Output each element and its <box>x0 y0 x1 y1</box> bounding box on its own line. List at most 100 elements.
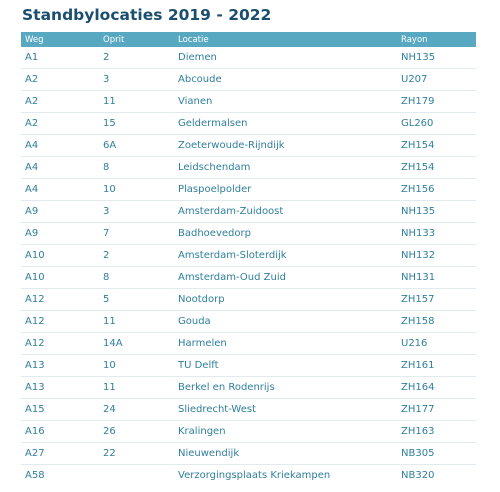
cell-rayon: NB320 <box>401 470 435 481</box>
table-row: A10 2 Amsterdam-Sloterdijk NH132 <box>21 244 476 267</box>
cell-oprit: 14A <box>99 332 174 355</box>
cell-rayon: NB305 <box>397 442 476 465</box>
cell-weg: A2 <box>21 90 99 113</box>
cell-rayon: ZH156 <box>397 178 476 201</box>
cell-locatie: Verzorgingsplaats Kriekampen <box>178 470 331 481</box>
cell-weg: A12 <box>21 288 99 311</box>
cell-rayon: GL260 <box>397 112 476 135</box>
cell-locatie: Diemen <box>174 47 397 69</box>
cell-weg: A12 <box>21 310 99 333</box>
cell-weg: A13 <box>21 354 99 377</box>
cell-weg: A1 <box>21 47 99 69</box>
cell-oprit: 11 <box>99 310 174 333</box>
cell-rayon: ZH164 <box>397 376 476 399</box>
table-row: A2 3 Abcoude U207 <box>21 68 476 91</box>
cell-rayon: ZH157 <box>397 288 476 311</box>
cell-oprit: 7 <box>99 222 174 245</box>
cell-rayon: ZH154 <box>397 134 476 157</box>
table-row: A4 10 Plaspoelpolder ZH156 <box>21 178 476 201</box>
table-row: A2 15 Geldermalsen GL260 <box>21 112 476 135</box>
table-row: A15 24 Sliedrecht-West ZH177 <box>21 398 476 421</box>
cell-rayon: ZH158 <box>397 310 476 333</box>
cell-locatie: Leidschendam <box>174 156 397 179</box>
cell-rayon: ZH163 <box>397 420 476 443</box>
cell-oprit: 3 <box>99 68 174 91</box>
cell-oprit <box>99 465 174 487</box>
cell-weg: A4 <box>21 178 99 201</box>
table-row: A13 11 Berkel en Rodenrijs ZH164 <box>21 376 476 399</box>
cell-locatie: Badhoevedorp <box>174 222 397 245</box>
table-row: A9 3 Amsterdam-Zuidoost NH135 <box>21 200 476 223</box>
cell-locatie: Berkel en Rodenrijs <box>174 376 397 399</box>
table-row: A13 10 TU Delft ZH161 <box>21 354 476 377</box>
cell-oprit: 22 <box>99 442 174 465</box>
cell-locatie: Sliedrecht-West <box>174 398 397 421</box>
cell-locatie: Plaspoelpolder <box>174 178 397 201</box>
cell-oprit: 3 <box>99 200 174 223</box>
cell-locatie: Nieuwendijk <box>174 442 397 465</box>
column-header-locatie: Locatie <box>174 32 397 47</box>
cell-locatie: Harmelen <box>174 332 397 355</box>
cell-oprit: 8 <box>99 156 174 179</box>
cell-locatie: Amsterdam-Zuidoost <box>174 200 397 223</box>
cell-rayon: NH132 <box>397 244 476 267</box>
cell-rayon: ZH177 <box>397 398 476 421</box>
cell-oprit: 11 <box>99 376 174 399</box>
table-body: A1 2 Diemen NH135 A2 3 Abcoude U207 A2 11 Vianen ZH… <box>21 47 476 486</box>
cell-weg: A4 <box>21 134 99 157</box>
cell-rayon: NH133 <box>397 222 476 245</box>
cell-weg: A58 <box>25 470 45 481</box>
cell-oprit: 26 <box>99 420 174 443</box>
cell-weg: A13 <box>21 376 99 399</box>
table-row: A12 11 Gouda ZH158 <box>21 310 476 333</box>
page-title: Standbylocaties 2019 - 2022 <box>22 6 272 24</box>
standby-locations-table: Weg Oprit Locatie Rayon A1 2 Diemen NH135 A2… <box>21 32 476 486</box>
cell-locatie: Vianen <box>174 90 397 113</box>
cell-rayon: NH135 <box>397 47 476 69</box>
cell-weg: A15 <box>21 398 99 421</box>
cell-locatie: Nootdorp <box>174 288 397 311</box>
table-row: A2 11 Vianen ZH179 <box>21 90 476 113</box>
table-row: A9 7 Badhoevedorp NH133 <box>21 222 476 245</box>
cell-weg: A9 <box>21 222 99 245</box>
table-row: A58 Verzorgingsplaats Kriekampen NB320 <box>21 465 476 487</box>
cell-oprit: 2 <box>99 47 174 69</box>
table-row: A4 6A Zoeterwoude-Rijndijk ZH154 <box>21 134 476 157</box>
cell-rayon: U216 <box>397 332 476 355</box>
table-row: A1 2 Diemen NH135 <box>21 47 476 69</box>
cell-weg: A2 <box>21 68 99 91</box>
cell-locatie: Zoeterwoude-Rijndijk <box>174 134 397 157</box>
cell-weg: A12 <box>21 332 99 355</box>
cell-rayon: NH135 <box>397 200 476 223</box>
cell-oprit: 11 <box>99 90 174 113</box>
cell-weg: A4 <box>21 156 99 179</box>
cell-oprit: 2 <box>99 244 174 267</box>
cell-locatie: Amsterdam-Sloterdijk <box>174 244 397 267</box>
cell-oprit: 10 <box>99 178 174 201</box>
cell-locatie: Gouda <box>174 310 397 333</box>
cell-rayon: ZH161 <box>397 354 476 377</box>
cell-weg: A9 <box>21 200 99 223</box>
cell-rayon: ZH179 <box>397 90 476 113</box>
cell-locatie: Amsterdam-Oud Zuid <box>174 266 397 289</box>
column-header-weg: Weg <box>21 32 99 47</box>
cell-oprit: 15 <box>99 112 174 135</box>
cell-rayon: NH131 <box>397 266 476 289</box>
cell-rayon: ZH154 <box>397 156 476 179</box>
table-header-row: Weg Oprit Locatie Rayon <box>21 32 476 47</box>
cell-locatie: TU Delft <box>174 354 397 377</box>
cell-oprit: 8 <box>99 266 174 289</box>
table-row: A16 26 Kralingen ZH163 <box>21 420 476 443</box>
cell-oprit: 6A <box>99 134 174 157</box>
cell-weg: A2 <box>21 112 99 135</box>
column-header-oprit: Oprit <box>99 32 174 47</box>
table-row: A4 8 Leidschendam ZH154 <box>21 156 476 179</box>
cell-oprit: 24 <box>99 398 174 421</box>
cell-weg: A10 <box>21 244 99 267</box>
cell-rayon: U207 <box>397 68 476 91</box>
cell-weg: A27 <box>21 442 99 465</box>
cell-oprit: 10 <box>99 354 174 377</box>
cell-weg: A10 <box>21 266 99 289</box>
cell-locatie: Geldermalsen <box>174 112 397 135</box>
column-header-rayon: Rayon <box>397 32 476 47</box>
